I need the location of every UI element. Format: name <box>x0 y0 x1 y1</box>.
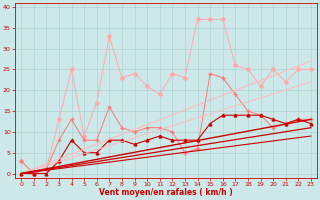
X-axis label: Vent moyen/en rafales ( km/h ): Vent moyen/en rafales ( km/h ) <box>99 188 233 197</box>
